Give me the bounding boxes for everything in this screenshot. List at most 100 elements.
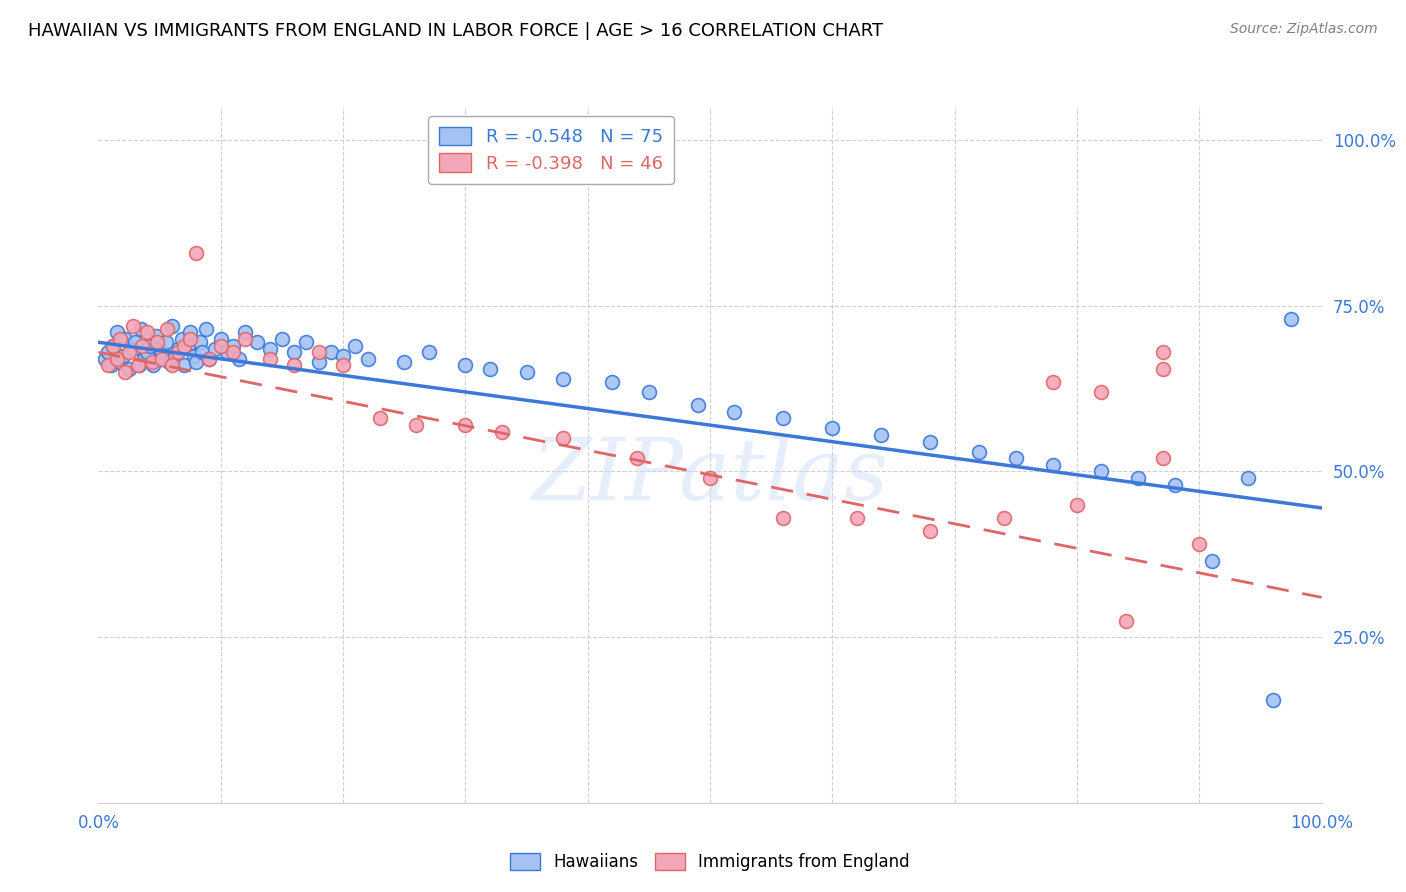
Point — [1090, 465, 1112, 479]
Point — [150, 345, 173, 359]
Point — [1164, 477, 1187, 491]
Point — [150, 351, 173, 366]
Point — [204, 342, 226, 356]
Point — [1152, 345, 1174, 359]
Point — [110, 355, 132, 369]
Point — [1090, 384, 1112, 399]
Point — [101, 338, 124, 352]
Point — [1188, 537, 1211, 551]
Point — [145, 328, 167, 343]
Point — [146, 335, 169, 350]
Point — [454, 359, 477, 373]
Point — [600, 375, 623, 389]
Point — [845, 511, 868, 525]
Point — [160, 359, 183, 373]
Point — [165, 349, 187, 363]
Point — [1128, 471, 1150, 485]
Point — [128, 359, 150, 373]
Point — [283, 345, 305, 359]
Point — [993, 511, 1015, 525]
Point — [105, 351, 128, 366]
Point — [186, 245, 208, 260]
Point — [156, 322, 179, 336]
Point — [114, 332, 136, 346]
Point — [222, 345, 245, 359]
Point — [1201, 554, 1223, 568]
Point — [270, 332, 294, 346]
Point — [209, 332, 232, 346]
Point — [308, 355, 330, 369]
Point — [356, 351, 378, 366]
Point — [173, 338, 195, 352]
Point — [967, 444, 990, 458]
Point — [167, 342, 190, 356]
Point — [160, 318, 183, 333]
Point — [344, 338, 367, 352]
Point — [179, 326, 201, 340]
Text: Source: ZipAtlas.com: Source: ZipAtlas.com — [1230, 22, 1378, 37]
Point — [167, 345, 190, 359]
Point — [222, 338, 245, 352]
Legend: Hawaiians, Immigrants from England: Hawaiians, Immigrants from England — [503, 847, 917, 878]
Point — [332, 359, 354, 373]
Point — [93, 351, 115, 366]
Point — [1261, 693, 1284, 707]
Point — [97, 359, 120, 373]
Point — [772, 411, 794, 425]
Point — [686, 398, 709, 412]
Point — [1042, 375, 1064, 389]
Point — [142, 359, 165, 373]
Point — [141, 355, 163, 369]
Point — [173, 359, 195, 373]
Point — [515, 365, 537, 379]
Point — [821, 421, 844, 435]
Point — [136, 326, 159, 340]
Point — [139, 338, 162, 352]
Point — [110, 332, 132, 346]
Point — [228, 351, 250, 366]
Point — [197, 351, 219, 366]
Point — [259, 351, 281, 366]
Point — [118, 345, 141, 359]
Point — [723, 405, 745, 419]
Point — [920, 524, 942, 538]
Point — [332, 349, 354, 363]
Point — [191, 345, 214, 359]
Point — [1279, 312, 1302, 326]
Point — [259, 342, 281, 356]
Point — [132, 351, 155, 366]
Point — [114, 365, 136, 379]
Point — [118, 361, 141, 376]
Point — [124, 335, 146, 350]
Point — [149, 351, 172, 366]
Point — [319, 345, 342, 359]
Point — [127, 359, 149, 373]
Point — [699, 471, 721, 485]
Point — [392, 355, 416, 369]
Point — [209, 338, 232, 352]
Point — [177, 338, 200, 352]
Point — [246, 335, 269, 350]
Point — [170, 332, 193, 346]
Point — [105, 326, 128, 340]
Point — [100, 359, 122, 373]
Text: HAWAIIAN VS IMMIGRANTS FROM ENGLAND IN LABOR FORCE | AGE > 16 CORRELATION CHART: HAWAIIAN VS IMMIGRANTS FROM ENGLAND IN L… — [28, 22, 883, 40]
Point — [188, 335, 211, 350]
Point — [111, 349, 134, 363]
Point — [1066, 498, 1088, 512]
Point — [870, 428, 893, 442]
Point — [368, 411, 391, 425]
Point — [121, 318, 143, 333]
Point — [1152, 451, 1174, 466]
Point — [308, 345, 330, 359]
Point — [1152, 361, 1174, 376]
Point — [1237, 471, 1260, 485]
Point — [454, 418, 477, 433]
Point — [131, 338, 153, 352]
Point — [626, 451, 648, 466]
Point — [136, 345, 159, 359]
Point — [920, 434, 942, 449]
Point — [157, 355, 180, 369]
Point — [295, 335, 318, 350]
Point — [283, 359, 305, 373]
